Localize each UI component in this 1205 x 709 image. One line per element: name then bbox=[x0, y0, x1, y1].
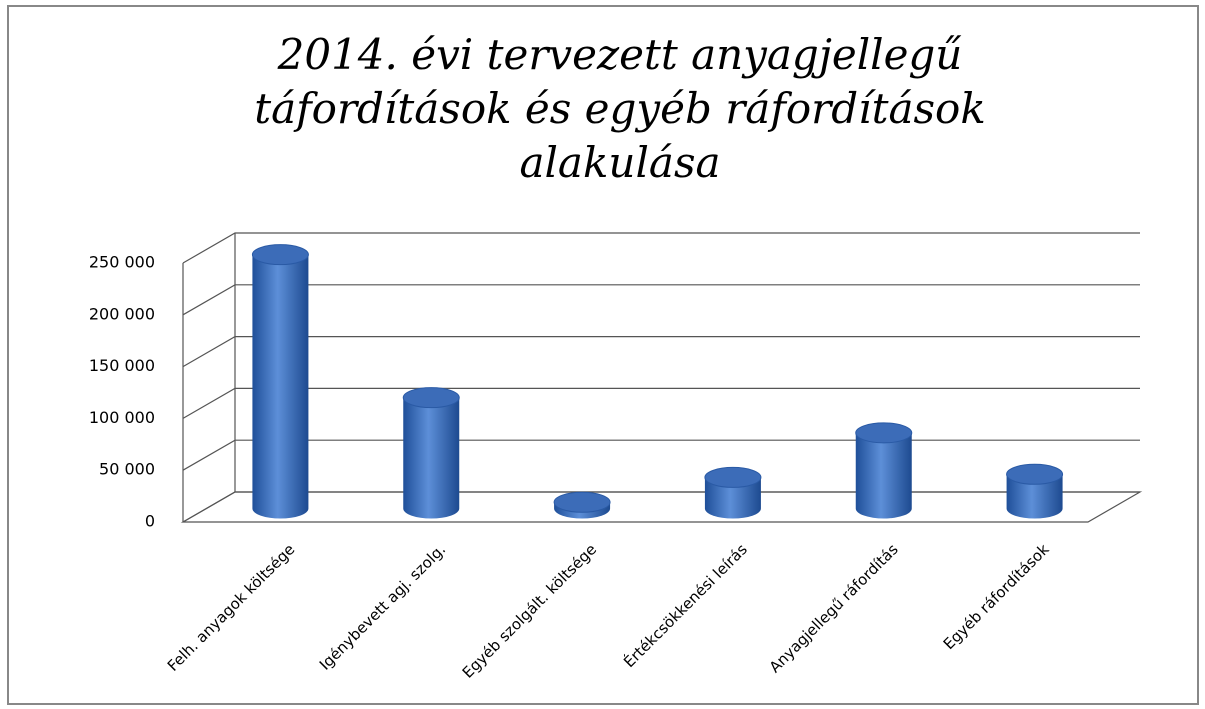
y-tick-label: 150 000 bbox=[89, 356, 155, 375]
x-tick-label: Egyéb ráfordítások bbox=[940, 540, 1053, 653]
x-tick-label: Értékcsökkenési leírás bbox=[619, 539, 751, 671]
y-tick-label: 250 000 bbox=[89, 253, 155, 272]
chart-title: táfordítások és egyéb ráfordítások bbox=[254, 84, 986, 133]
bar bbox=[251, 244, 309, 519]
x-tick-label: Igénybevett agj. szolg. bbox=[316, 540, 449, 673]
bar bbox=[1006, 463, 1064, 519]
x-tick-label: Anyagjellegű ráfordítás bbox=[766, 540, 902, 676]
chart-title: 2014. évi tervezett anyagjellegű bbox=[277, 30, 963, 79]
y-tick-label: 50 000 bbox=[99, 460, 155, 479]
grid-line bbox=[182, 387, 1140, 419]
grid-line bbox=[182, 491, 1140, 523]
bar bbox=[704, 466, 762, 519]
y-tick-label: 100 000 bbox=[89, 408, 155, 427]
grid-line bbox=[182, 232, 1140, 264]
grid-line bbox=[182, 336, 1140, 368]
bar bbox=[855, 422, 913, 519]
grid-line bbox=[182, 439, 1140, 471]
bar bbox=[402, 387, 460, 519]
floor bbox=[180, 491, 1143, 523]
y-tick-label: 0 bbox=[145, 512, 155, 531]
y-tick-label: 200 000 bbox=[89, 304, 155, 323]
chart-border bbox=[7, 5, 1199, 705]
x-tick-label: Egyéb szolgált. költsége bbox=[459, 540, 600, 681]
grid-line bbox=[182, 284, 1140, 316]
chart-title: alakulása bbox=[519, 138, 720, 187]
bar bbox=[553, 491, 611, 519]
x-tick-label: Felh. anyagok költsége bbox=[164, 540, 299, 675]
